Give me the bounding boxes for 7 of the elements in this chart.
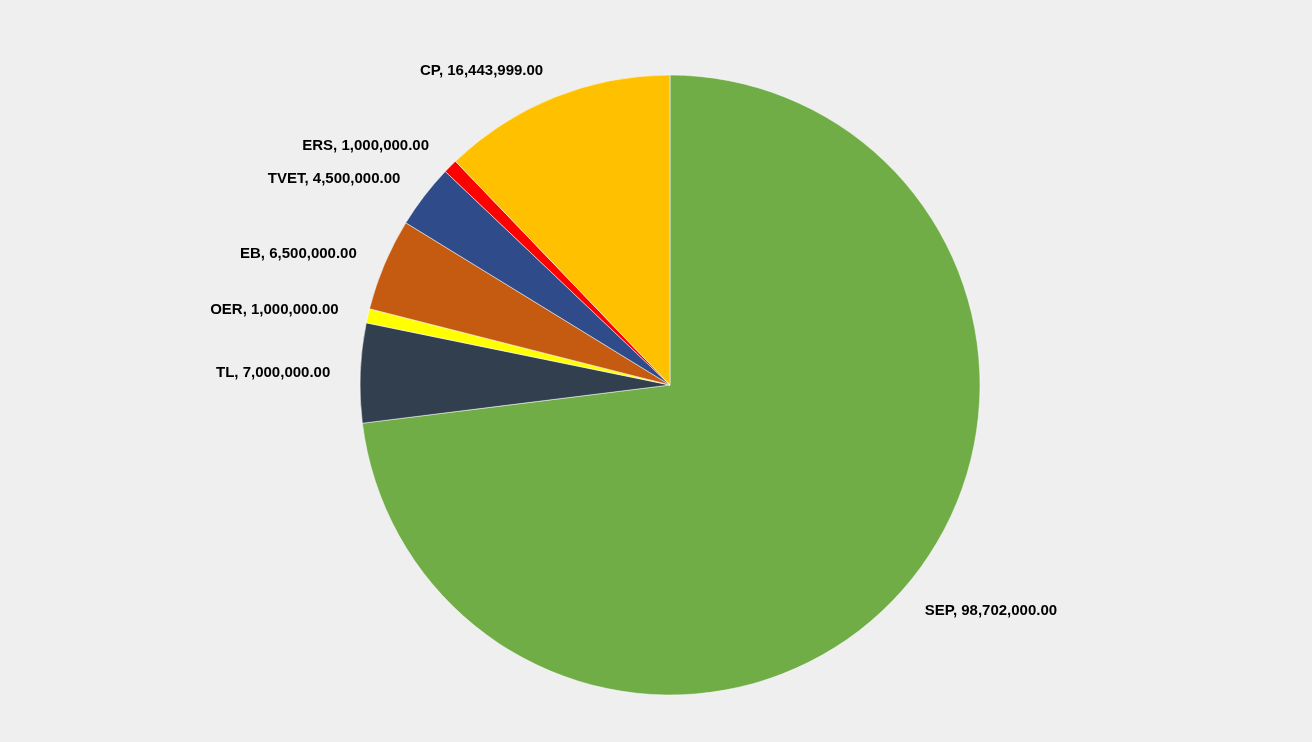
slice-label: CP, 16,443,999.00 xyxy=(420,60,544,78)
slice-label: OER, 1,000,000.00 xyxy=(210,300,339,318)
slice-label: TVET, 4,500,000.00 xyxy=(267,168,401,186)
slice-label: EB, 6,500,000.00 xyxy=(240,243,357,261)
slice-label: ERS, 1,000,000.00 xyxy=(302,136,430,154)
slice-label: SEP, 98,702,000.00 xyxy=(924,601,1058,619)
slice-label: TL, 7,000,000.00 xyxy=(216,362,331,380)
